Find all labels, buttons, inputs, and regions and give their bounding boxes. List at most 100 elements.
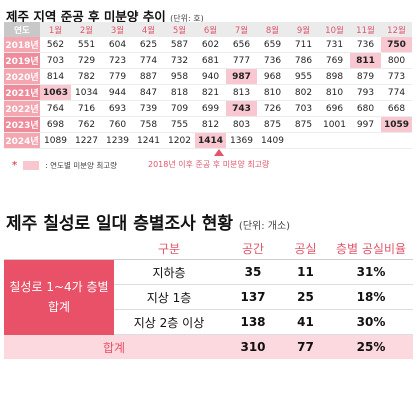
value-cell: 1227 bbox=[71, 132, 102, 149]
month-header: 11월 bbox=[350, 22, 381, 37]
month-header: 8월 bbox=[257, 22, 288, 37]
value-cell: 764 bbox=[40, 100, 71, 117]
value-cell: 602 bbox=[195, 37, 226, 53]
value-cell: 716 bbox=[71, 100, 102, 117]
value-cell: 1239 bbox=[102, 132, 133, 149]
corner-cell: 연도 bbox=[4, 22, 40, 37]
value-cell: 810 bbox=[319, 84, 350, 101]
value-cell: 811 bbox=[350, 52, 381, 69]
month-header: 10월 bbox=[319, 22, 350, 37]
value-cell: 777 bbox=[226, 52, 257, 69]
value-cell: 940 bbox=[195, 68, 226, 85]
value-cell: 723 bbox=[102, 52, 133, 69]
value-cell: 1414 bbox=[195, 132, 226, 149]
total-space: 310 bbox=[224, 334, 282, 359]
row-ratio: 31% bbox=[329, 259, 413, 285]
value-cell: 793 bbox=[350, 84, 381, 101]
value-cell: 562 bbox=[40, 37, 71, 53]
value-cell: 821 bbox=[195, 84, 226, 101]
year-row: 2018년 562 551 604 625 587 602 656 659 711 731 736 75… bbox=[4, 37, 412, 53]
total-vacant: 77 bbox=[282, 334, 329, 359]
value-cell: 968 bbox=[257, 68, 288, 85]
value-cell: 762 bbox=[71, 116, 102, 133]
value-cell bbox=[381, 132, 412, 149]
chart1-title-text: 제주 지역 준공 후 미분양 추이 bbox=[6, 9, 166, 24]
value-cell: 944 bbox=[102, 84, 133, 101]
value-cell: 760 bbox=[102, 116, 133, 133]
value-cell: 847 bbox=[133, 84, 164, 101]
header-blank bbox=[4, 237, 114, 260]
value-cell: 782 bbox=[71, 68, 102, 85]
value-cell: 726 bbox=[257, 100, 288, 117]
value-cell: 774 bbox=[381, 84, 412, 101]
year-row: 2024년 1089 1227 1239 1241 1202 1414 1369 1409 bbox=[4, 132, 412, 149]
table2-unit: (단위: 개소) bbox=[238, 221, 291, 232]
value-cell: 729 bbox=[71, 52, 102, 69]
value-cell: 668 bbox=[381, 100, 412, 117]
value-cell: 1369 bbox=[226, 132, 257, 149]
value-cell: 814 bbox=[40, 68, 71, 85]
value-cell: 879 bbox=[350, 68, 381, 85]
chart1-title: 제주 지역 준공 후 미분양 추이 (단위: 호) bbox=[6, 6, 204, 25]
year-cell: 2023년 bbox=[4, 116, 40, 133]
annotation-text: 2018년 이후 준공 후 미분양 최고량 bbox=[148, 160, 270, 169]
total-label: 합계 bbox=[4, 334, 224, 359]
value-cell: 810 bbox=[257, 84, 288, 101]
header-category: 구분 bbox=[114, 237, 224, 260]
value-cell: 680 bbox=[350, 100, 381, 117]
year-row: 2020년 814 782 779 887 958 940 987 968 955 898 879 77… bbox=[4, 68, 412, 85]
value-cell: 699 bbox=[195, 100, 226, 117]
row-vacant: 11 bbox=[282, 259, 329, 285]
legend-asterisk: * bbox=[12, 160, 18, 171]
header-vacant: 공실 bbox=[282, 237, 329, 260]
year-cell: 2021년 bbox=[4, 84, 40, 101]
unsold-housing-table: 연도 1월 2월 3월 4월 5월 6월 7월 8월 9월 10월 11월 12월 2018년 562 5… bbox=[4, 22, 412, 149]
value-cell: 551 bbox=[71, 37, 102, 53]
value-cell: 987 bbox=[226, 68, 257, 85]
group-label: 칠성로 1~4가 층별 합계 bbox=[4, 259, 114, 335]
row-vacant: 41 bbox=[282, 309, 329, 335]
value-cell: 739 bbox=[133, 100, 164, 117]
value-cell: 755 bbox=[164, 116, 195, 133]
value-cell: 769 bbox=[319, 52, 350, 69]
value-cell: 1001 bbox=[319, 116, 350, 133]
row-ratio: 30% bbox=[329, 309, 413, 335]
value-cell: 703 bbox=[40, 52, 71, 69]
legend-swatch bbox=[23, 161, 40, 170]
value-cell: 1089 bbox=[40, 132, 71, 149]
table2-title: 제주 칠성로 일대 층별조사 현황 (단위: 개소) bbox=[6, 209, 290, 234]
month-header: 1월 bbox=[40, 22, 71, 37]
chart1-unit: (단위: 호) bbox=[170, 14, 204, 23]
value-cell: 887 bbox=[133, 68, 164, 85]
row-category: 지상 2층 이상 bbox=[114, 309, 224, 335]
value-cell bbox=[288, 132, 319, 149]
table-body: 2018년 562 551 604 625 587 602 656 659 711 731 736 75… bbox=[4, 37, 412, 149]
value-cell: 803 bbox=[226, 116, 257, 133]
vacancy-row: 지상 2층 이상 138 41 30% bbox=[4, 309, 413, 335]
value-cell: 875 bbox=[288, 116, 319, 133]
value-cell: 711 bbox=[288, 37, 319, 53]
header-ratio: 층별 공실비율 bbox=[329, 237, 413, 260]
value-cell: 875 bbox=[257, 116, 288, 133]
value-cell: 1059 bbox=[381, 116, 412, 133]
value-cell: 813 bbox=[226, 84, 257, 101]
value-cell: 774 bbox=[133, 52, 164, 69]
legend-text: : 연도별 미분양 최고량 bbox=[45, 161, 118, 170]
value-cell: 779 bbox=[102, 68, 133, 85]
value-cell: 800 bbox=[381, 52, 412, 69]
value-cell: 758 bbox=[133, 116, 164, 133]
year-cell: 2018년 bbox=[4, 37, 40, 53]
value-cell: 709 bbox=[164, 100, 195, 117]
value-cell: 736 bbox=[350, 37, 381, 53]
value-cell: 1409 bbox=[257, 132, 288, 149]
month-header: 4월 bbox=[133, 22, 164, 37]
legend: * : 연도별 미분양 최고량 bbox=[12, 160, 117, 171]
vacancy-row: 지상 1층 137 25 18% bbox=[4, 284, 413, 310]
month-header: 9월 bbox=[288, 22, 319, 37]
year-row: 2022년 764 716 693 739 709 699 743 726 703 696 680 66… bbox=[4, 100, 412, 117]
total-row: 합계 310 77 25% bbox=[4, 334, 413, 359]
table2-title-text: 제주 칠성로 일대 층별조사 현황 bbox=[6, 214, 233, 234]
value-cell: 750 bbox=[381, 37, 412, 53]
row-space: 138 bbox=[224, 309, 282, 335]
value-cell: 773 bbox=[381, 68, 412, 85]
